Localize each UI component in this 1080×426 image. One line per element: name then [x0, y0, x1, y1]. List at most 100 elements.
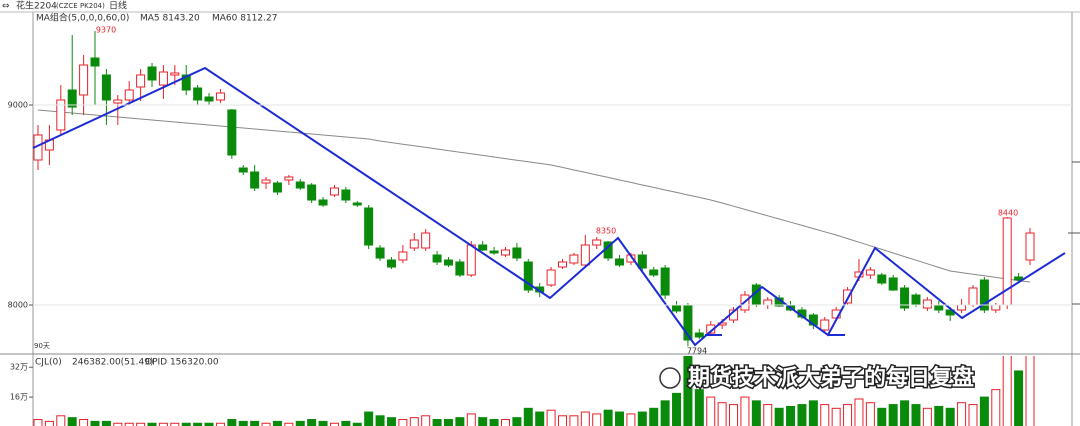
- period[interactable]: 日线: [109, 0, 127, 12]
- volume-bar: [968, 404, 978, 426]
- volume-bar: [615, 411, 625, 426]
- candle-body: [284, 176, 294, 181]
- candle-body: [466, 244, 476, 276]
- volume-bar: [101, 420, 111, 426]
- volume-bar: [991, 389, 1001, 426]
- code: (CZCE PK204): [56, 2, 105, 10]
- candle-body: [113, 99, 123, 104]
- watermark: 期货技术派大弟子的每日复盘: [688, 365, 974, 391]
- candle-body: [922, 299, 932, 309]
- y-tick-label: 16万: [10, 393, 28, 402]
- volume-bar: [386, 417, 396, 426]
- volume-bar: [33, 419, 43, 426]
- y-tick-label: 8000: [8, 301, 28, 310]
- volume-bar: [227, 419, 237, 426]
- candle-body: [193, 87, 203, 101]
- volume-bar: [934, 405, 944, 426]
- volume-bar: [295, 420, 305, 426]
- volume-bar: [820, 404, 830, 426]
- candle-body: [615, 258, 625, 266]
- candle-body: [341, 189, 351, 201]
- volume-bar: [911, 404, 921, 426]
- candle-body: [523, 261, 533, 291]
- candle-body: [957, 304, 967, 311]
- candle-body: [968, 287, 978, 306]
- candle-body: [215, 92, 225, 101]
- candle-body: [637, 254, 647, 269]
- volume-bar: [592, 413, 602, 426]
- candle-body: [250, 171, 260, 189]
- candle-body: [455, 261, 465, 276]
- symbol: 花生2204: [16, 0, 57, 12]
- candle-body: [329, 187, 339, 196]
- volume-bar: [660, 400, 670, 426]
- volume-bar: [398, 419, 408, 426]
- volume-bar: [854, 398, 864, 426]
- ma60-label: MA60 8112.27: [212, 14, 277, 24]
- volume-bar: [318, 420, 328, 426]
- candle-body: [911, 294, 921, 306]
- ma-group[interactable]: MA组合(5,0,0,0,60,0): [36, 12, 129, 24]
- volume-bar: [455, 417, 465, 426]
- candle-body: [1025, 232, 1035, 261]
- volume-bar: [181, 422, 191, 426]
- annotation: 7794: [687, 347, 707, 356]
- volume-value: 246382.00(51.49): [72, 358, 153, 368]
- ma5-label: MA5 8143.20: [140, 14, 200, 24]
- volume-bar: [79, 419, 89, 426]
- candle-body: [580, 244, 590, 266]
- candle-body: [569, 254, 579, 264]
- volume-bar: [580, 411, 590, 426]
- volume-bar: [945, 407, 955, 426]
- volume-bar: [717, 402, 727, 426]
- trend-line: [32, 66, 1066, 347]
- volume-bar: [979, 396, 989, 426]
- volume-bar: [740, 396, 750, 426]
- candle-body: [79, 64, 89, 96]
- volume-bar: [375, 415, 385, 426]
- icon: ⇔: [2, 2, 10, 12]
- volume-bar: [478, 417, 488, 426]
- candle-body: [592, 239, 602, 246]
- volume-bar: [569, 415, 579, 426]
- candle-body: [649, 269, 659, 276]
- candle-body: [67, 89, 77, 108]
- volume-bar: [364, 411, 374, 426]
- volume-bar: [865, 402, 875, 426]
- volume-bar: [489, 419, 499, 426]
- candle-body: [865, 269, 875, 276]
- candle-body: [443, 259, 453, 266]
- candle-body: [409, 239, 419, 249]
- candle-body: [489, 250, 499, 254]
- candle-body: [238, 167, 248, 173]
- candle-body: [546, 269, 556, 286]
- volume-bar: [888, 404, 898, 426]
- volume-bar: [649, 407, 659, 426]
- volume-bar: [672, 392, 682, 426]
- y-tick-label: 32万: [10, 363, 28, 372]
- candle-body: [398, 251, 408, 261]
- volume-bar: [284, 422, 294, 426]
- candle-body: [364, 207, 374, 246]
- candle-body: [900, 287, 910, 309]
- candle-body: [934, 304, 944, 311]
- volume-bar: [683, 356, 693, 426]
- volume-bar: [831, 407, 841, 426]
- volume-bar: [250, 420, 260, 426]
- candle-body: [101, 74, 111, 101]
- candle-body: [888, 277, 898, 291]
- volume-bar: [786, 405, 796, 426]
- candle-body: [1014, 276, 1024, 281]
- candle-body: [991, 304, 1001, 311]
- candle-body: [136, 74, 146, 88]
- volume-bar: [90, 420, 100, 426]
- candle-body: [147, 66, 157, 81]
- candle-body: [763, 299, 773, 306]
- candle-body: [660, 267, 670, 296]
- volume-bar: [877, 407, 887, 426]
- volume-bar: [626, 413, 636, 426]
- annotation: 9370: [96, 26, 116, 35]
- volume-bar: [44, 420, 54, 426]
